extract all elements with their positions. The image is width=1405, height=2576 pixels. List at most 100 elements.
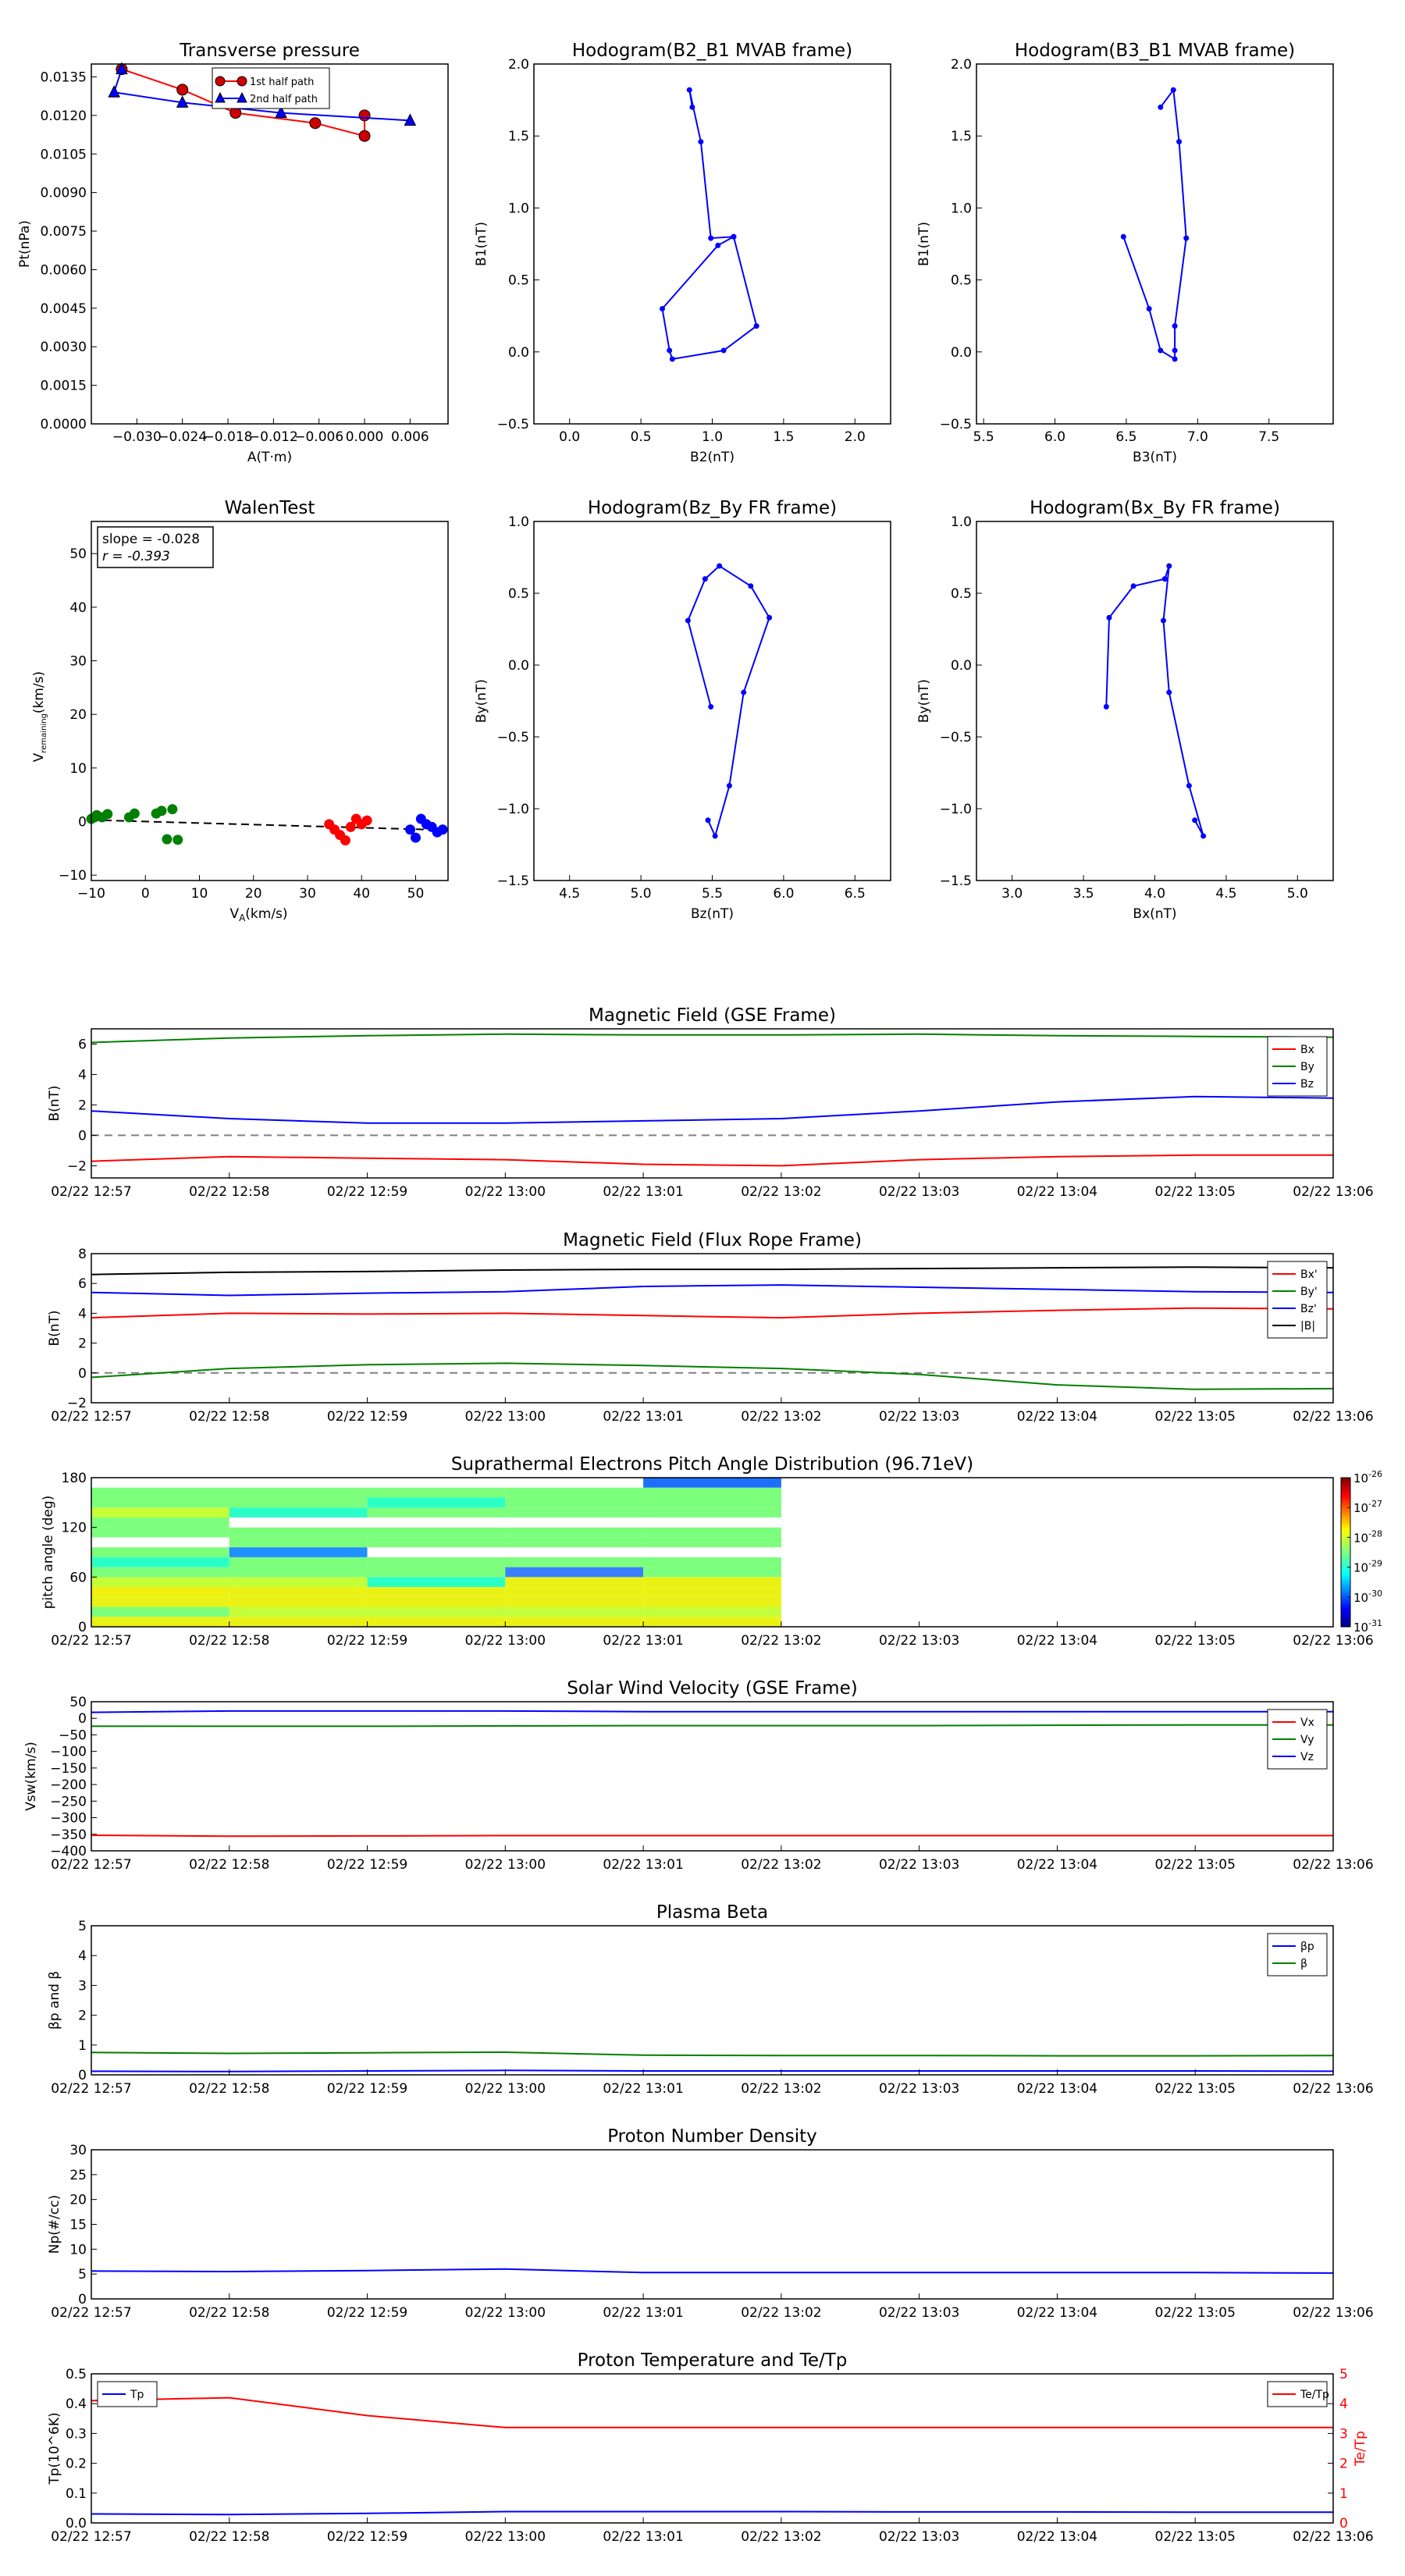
y-tick-label: 40	[69, 600, 87, 616]
data-point	[116, 62, 128, 75]
y-tick-label: 1.0	[508, 514, 529, 530]
y-axis-label: B(nT)	[47, 1085, 62, 1121]
panel-hodogram_b3_b1: Hodogram(B3_B1 MVAB frame) −0.5 0.0 0.5 1.0 1…	[916, 41, 1334, 465]
x-tick-label: −0.018	[204, 429, 253, 445]
panel-title: Magnetic Field (Flux Rope Frame)	[563, 1230, 862, 1251]
y-tick-label: 0	[78, 1620, 87, 1635]
legend-label: By'	[1300, 1286, 1318, 1298]
data-point	[669, 356, 675, 362]
x-tick-label: 3.5	[1073, 886, 1094, 902]
x-tick-label: 02/22 13:03	[879, 1409, 959, 1425]
x-tick-label: 02/22 13:02	[741, 1409, 821, 1425]
y-tick-label: −2	[67, 1396, 87, 1411]
heatmap-cell	[91, 1487, 229, 1498]
panel-solar_wind_velocity: Solar Wind Velocity (GSE Frame) 500−50 −10…	[23, 1678, 1374, 1873]
y-tick-label: 3	[78, 1978, 87, 1994]
heatmap-cell	[367, 1527, 506, 1538]
heatmap-cell	[229, 1557, 368, 1567]
x-tick-label: 02/22 13:06	[1293, 1184, 1373, 1200]
axes-frame	[91, 63, 449, 425]
legend-label: 2nd half path	[250, 94, 318, 105]
x-tick-label: 02/22 12:59	[327, 2305, 407, 2321]
heatmap-cell	[505, 1567, 644, 1578]
x-tick-label: 02/22 12:57	[51, 1857, 131, 1873]
x-tick-label: 02/22 13:02	[741, 1184, 821, 1200]
y-tick-label: −1.0	[497, 802, 529, 817]
data-point	[741, 689, 747, 696]
axes-background	[91, 521, 448, 881]
heatmap-cell	[643, 1606, 781, 1617]
series-line	[91, 1307, 1334, 1319]
y-tick-label: 0.0	[508, 345, 529, 361]
heatmap-cell	[505, 1517, 644, 1528]
data-point	[712, 833, 718, 839]
y-axis-label: pitch angle (deg)	[41, 1496, 56, 1610]
x-tick-label: 02/22 13:06	[1293, 1409, 1373, 1425]
data-point	[686, 87, 692, 93]
x-tick-label: 02/22 12:59	[327, 2529, 407, 2545]
axes-frame	[91, 2149, 1334, 2300]
heatmap-cell	[229, 1606, 368, 1617]
axes-frame	[976, 63, 1334, 425]
y-tick-label: 0	[78, 1366, 87, 1382]
legend: Bx' By' Bz' |B|	[1267, 1261, 1328, 1339]
data-point	[162, 834, 173, 845]
heatmap-cell	[367, 1587, 506, 1597]
y-tick-label: 0.0030	[41, 340, 87, 355]
heatmap-cell	[505, 1537, 644, 1548]
heatmap-cell	[367, 1557, 506, 1567]
heatmap-cell	[367, 1537, 506, 1548]
x-tick-label: 02/22 13:06	[1293, 2305, 1373, 2321]
heatmap-cell	[367, 1606, 506, 1617]
x-tick-label: 02/22 13:04	[1017, 2529, 1097, 2545]
x-tick-label: 02/22 13:04	[1017, 2081, 1097, 2097]
y-axis-label: Pt(nPa)	[17, 220, 33, 268]
legend-label: β	[1300, 1958, 1307, 1970]
legend-label: Bz'	[1300, 1303, 1317, 1315]
y-tick-label: 0.5	[508, 586, 529, 602]
data-point	[715, 242, 721, 248]
heatmap-cell	[367, 1577, 506, 1588]
heatmap-cell	[91, 1507, 229, 1517]
x-axis-label: B2(nT)	[690, 450, 735, 465]
y-axis-label: B(nT)	[47, 1310, 62, 1346]
heatmap-cell	[367, 1567, 506, 1578]
panel-title: Plasma Beta	[656, 1902, 768, 1923]
data-point	[1176, 139, 1183, 145]
legend: Vx Vy Vz	[1267, 1709, 1328, 1770]
colorbar-label: 10-28	[1353, 1528, 1382, 1545]
data-point	[1103, 703, 1109, 710]
x-tick-label: 02/22 13:02	[741, 1633, 821, 1649]
axes-frame	[91, 2373, 1334, 2524]
x-tick-label: 02/22 13:00	[465, 2529, 546, 2545]
heatmap-cell	[505, 1596, 644, 1607]
axes-frame	[533, 63, 891, 425]
heatmap-cell	[643, 1507, 781, 1517]
axes-frame	[91, 1701, 1334, 1852]
axes-frame	[91, 1477, 1334, 1628]
y-tick-label: −100	[50, 1745, 87, 1760]
y-tick-label: −1.0	[940, 802, 972, 817]
x-tick-label: 0.000	[346, 429, 384, 445]
legend-box	[1267, 1261, 1328, 1339]
y-tick-label: 0	[78, 2292, 87, 2307]
x-tick-label: 6.5	[845, 886, 866, 902]
data-point	[1166, 563, 1172, 569]
y-tick-label: 0.0060	[41, 262, 87, 278]
x-tick-label: 02/22 13:04	[1017, 1633, 1097, 1649]
y-tick-label: 50	[69, 546, 87, 562]
x-tick-label: 7.0	[1187, 429, 1208, 445]
data-point	[720, 347, 727, 354]
y-tick-label: 0.0	[951, 658, 972, 674]
heatmap-cell	[505, 1507, 644, 1517]
y-tick-label: 4	[1339, 2396, 1348, 2412]
heatmap-cell	[91, 1557, 229, 1567]
legend: Tp	[97, 2381, 158, 2407]
legend: Te/Tp	[1267, 2381, 1329, 2407]
y-tick-label: 0.0075	[41, 224, 87, 240]
legend-label: βp	[1300, 1941, 1314, 1953]
x-tick-label: 02/22 13:06	[1293, 2081, 1373, 2097]
y-tick-label: 15	[69, 2218, 87, 2233]
x-tick-label: 02/22 12:57	[51, 1184, 131, 1200]
y-tick-label: 0	[78, 1711, 87, 1727]
